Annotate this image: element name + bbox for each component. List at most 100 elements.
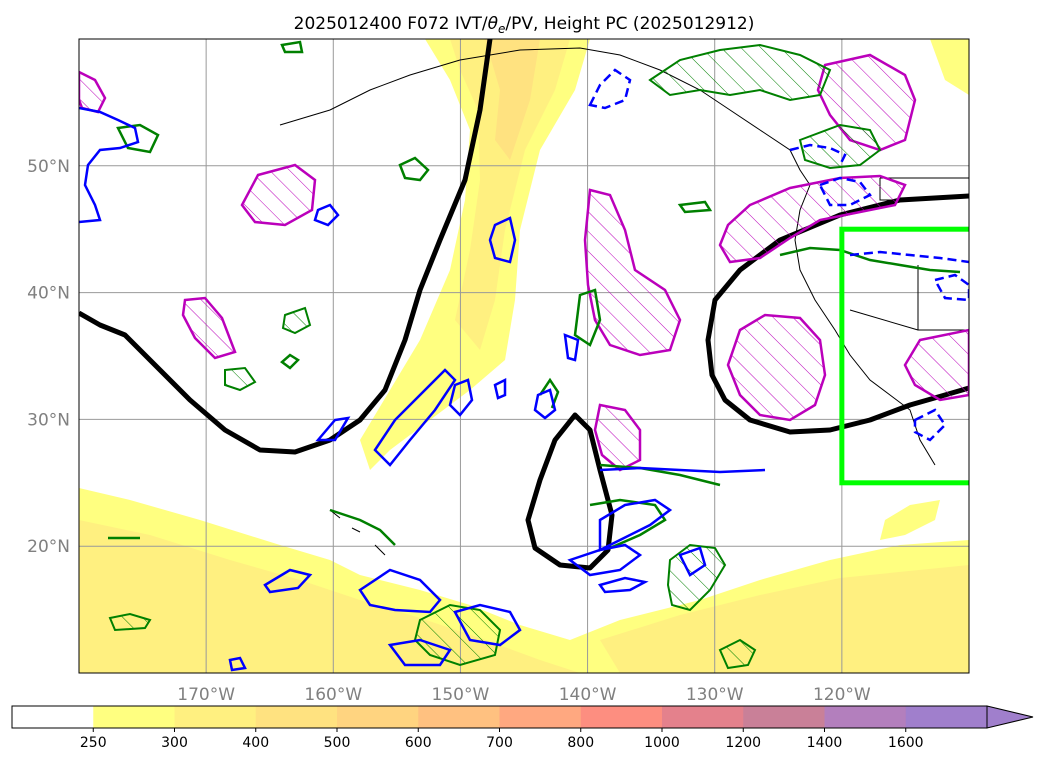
blue-line-12 (567, 543, 643, 577)
green-area-3 (413, 603, 502, 667)
ivt-shading (79, 39, 969, 673)
green-line-7 (599, 463, 721, 487)
lon-tick-label: 170°W (177, 685, 235, 705)
pv-contours (79, 53, 969, 472)
colorbar-tick-label: 600 (405, 735, 432, 751)
ivt-south-band-east (600, 565, 969, 673)
blue-line-14 (678, 546, 707, 577)
blue-line-1 (79, 106, 140, 224)
green-line-2 (398, 156, 430, 182)
lat-tick-label: 40°N (27, 284, 70, 304)
title-part-2: /PV, Height PC (2025012912) (505, 14, 754, 34)
ivt-northeast-patch (930, 39, 969, 95)
colorbar-tick-label: 400 (242, 735, 269, 751)
lat-tick-label: 20°N (27, 537, 70, 557)
pv-area-7 (718, 174, 907, 264)
height-contour-loop (525, 412, 615, 571)
blue-line-16 (358, 568, 442, 614)
highlight-box (839, 226, 969, 486)
colorbar-tick-label: 1600 (888, 735, 924, 751)
chart-title: 2025012400 F072 IVT/θe/PV, Height PC (20… (294, 14, 755, 36)
blue-line-4 (315, 416, 351, 442)
colorbar-tick-label: 300 (161, 735, 188, 751)
green-area-8 (281, 306, 312, 335)
colorbar-segment (905, 706, 988, 728)
green-line-12 (280, 353, 300, 370)
colorbar-segment (743, 706, 825, 728)
colorbar-extend-arrow (986, 705, 1034, 729)
colorbar-segment (662, 706, 744, 728)
longitude-labels: 170°W 160°W 150°W 140°W 130°W 120°W (177, 685, 871, 705)
pv-area-8 (726, 313, 827, 422)
blue-line-2 (313, 203, 340, 227)
blue-line-19 (228, 656, 247, 672)
lon-tick-label: 150°W (432, 685, 490, 705)
blue-line-10 (599, 466, 766, 474)
pv-area-9 (903, 328, 969, 402)
pv-area-5 (593, 403, 642, 472)
blue-dashed-1 (588, 68, 632, 110)
colorbar-tick-label: 700 (486, 735, 513, 751)
theta-e-contours (108, 43, 882, 670)
blue-dashed-contours (588, 68, 969, 442)
green-line-3 (280, 40, 304, 54)
green-area-2 (798, 123, 882, 170)
lat-tick-label: 30°N (27, 410, 70, 430)
lon-tick-label: 160°W (304, 685, 362, 705)
colorbar-segment (337, 706, 419, 728)
pv-area-3 (181, 296, 237, 360)
blue-line-5 (373, 368, 457, 467)
colorbar-tick-label: 1200 (725, 735, 761, 751)
lat-tick-label: 50°N (27, 157, 70, 177)
theta-e-lines (108, 40, 961, 550)
green-line-9 (779, 246, 961, 274)
blue-line-15 (263, 568, 313, 594)
colorbar-segment (255, 706, 338, 728)
colorbar-segment (499, 706, 582, 728)
blue-dashed-3 (818, 176, 872, 207)
title-part-subscript: e (498, 22, 505, 36)
colorbar-tick-label: 500 (324, 735, 351, 751)
blue-contours (79, 106, 766, 672)
map-panel (79, 39, 969, 673)
colorbar-segment (12, 706, 94, 728)
ivt-plume-core (485, 39, 540, 160)
green-area-5 (108, 612, 152, 632)
green-line-6 (329, 508, 396, 546)
colorbar-segment (93, 706, 175, 728)
title-part-1: 2025012400 F072 IVT/ (294, 14, 488, 34)
green-line-11 (677, 200, 713, 214)
latitude-labels: 20°N 30°N 40°N 50°N (27, 157, 70, 557)
green-line-8 (589, 498, 667, 550)
colorbar-tick-label: 800 (567, 735, 594, 751)
blue-dashed-2 (789, 143, 847, 166)
colorbar-tick-label: 250 (80, 735, 107, 751)
colorbar-segment (418, 706, 500, 728)
colorbar-segment (824, 706, 907, 728)
blue-line-17 (453, 603, 522, 647)
green-area-6 (718, 638, 757, 670)
blue-line-18 (387, 638, 452, 667)
blue-line-8 (533, 388, 557, 420)
pv-area-2 (240, 163, 317, 227)
colorbar-segment (174, 706, 257, 728)
green-line-5 (573, 288, 602, 347)
blue-line-3 (488, 216, 517, 264)
pv-area-4 (583, 188, 682, 357)
blue-dashed-6 (913, 408, 947, 442)
blue-dashed-5 (933, 273, 969, 302)
blue-dashed-4 (849, 250, 969, 264)
title-part-theta: θ (488, 14, 499, 34)
colorbar (11, 705, 1034, 729)
lon-tick-label: 120°W (813, 685, 871, 705)
lon-tick-label: 140°W (559, 685, 617, 705)
blue-line-7 (493, 377, 507, 400)
coastline-alaska (279, 47, 811, 186)
blue-line-6 (448, 378, 474, 417)
colorbar-labels: 250 300 400 500 600 700 800 1000 1200 1400 1600 (80, 728, 924, 751)
colorbar-tick-label: 1400 (807, 735, 843, 751)
height-contour-east (705, 193, 969, 435)
blue-line-13 (597, 576, 649, 594)
map-frame (78, 38, 970, 674)
